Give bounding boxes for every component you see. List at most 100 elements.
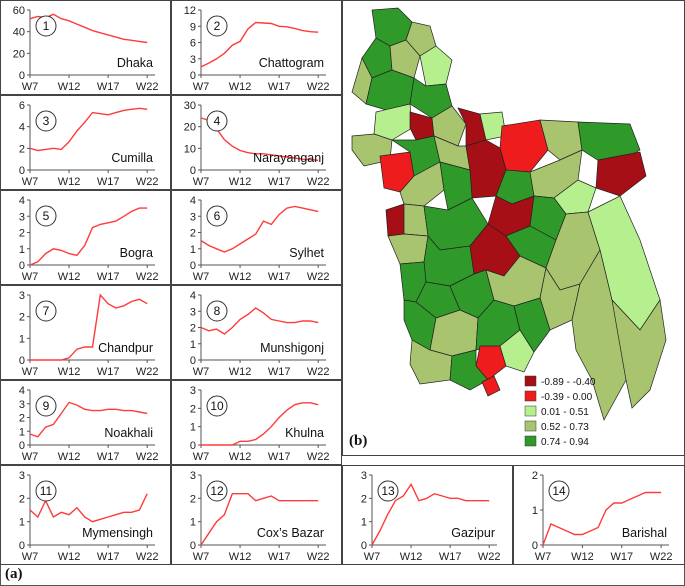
panel-number-circle <box>206 110 228 132</box>
y-tick-label: 0 <box>190 440 196 452</box>
y-tick-label: 2 <box>190 228 196 240</box>
district <box>385 203 405 237</box>
region-name: Noakhali <box>104 426 153 440</box>
y-tick-label: 1 <box>532 505 538 517</box>
legend-swatch <box>524 375 537 387</box>
panel-frame <box>0 465 171 565</box>
x-tick-label: W22 <box>136 551 159 563</box>
x-tick-label: W7 <box>193 176 210 188</box>
charts-panel-label: (a) <box>5 566 23 582</box>
panel-number-circle <box>35 110 57 132</box>
region-name: Mymensingh <box>82 526 153 540</box>
y-tick-label: 2 <box>361 493 367 505</box>
y-tick-label: 1 <box>19 426 25 438</box>
panel-number-circle <box>35 205 57 227</box>
x-tick-label: W12 <box>229 451 252 463</box>
x-tick-label: W12 <box>58 176 81 188</box>
series-line-14 <box>542 491 662 546</box>
panel-number-circle <box>206 205 228 227</box>
y-tick-label: 2 <box>190 323 196 335</box>
y-tick-label: 2 <box>532 470 538 482</box>
legend-swatch <box>524 420 537 432</box>
x-tick-label: W22 <box>650 551 673 563</box>
legend-label: 0.52 - 0.73 <box>541 422 589 433</box>
x-tick-label: W12 <box>229 176 252 188</box>
y-tick-label: 40 <box>13 27 25 39</box>
panel-frame <box>171 465 342 565</box>
x-tick-label: W12 <box>229 551 252 563</box>
x-tick-label: W12 <box>400 551 423 563</box>
x-tick-label: W22 <box>136 451 159 463</box>
panel-number: 5 <box>43 209 50 223</box>
y-tick-label: 20 <box>184 122 196 134</box>
y-tick-label: 12 <box>184 5 196 17</box>
panel-number: 12 <box>210 484 224 498</box>
map-legend: -0.89 - -0.40 -0.39 - 0.00 0.01 - 0.51 0.52… <box>524 375 596 448</box>
series-line-12 <box>200 493 319 546</box>
y-tick-label: 2 <box>19 312 25 324</box>
y-tick-label: 0 <box>19 440 25 452</box>
region-name: Bogra <box>120 246 153 260</box>
y-tick-label: 1 <box>190 517 196 529</box>
y-tick-label: 1 <box>19 517 25 529</box>
panel-1: 0 20 40 60 W7 W12 W17 W22 1 Dhaka <box>0 0 171 95</box>
y-tick-label: 3 <box>190 211 196 223</box>
panel-frame <box>513 465 685 565</box>
y-tick-label: 2 <box>190 403 196 415</box>
series-line-6 <box>200 205 319 253</box>
district-map <box>351 7 667 421</box>
x-tick-label: W17 <box>268 176 291 188</box>
panel-8: 0 1 2 3 4 W7 W12 W17 W22 8 Munshigonj <box>171 285 342 380</box>
x-tick-label: W22 <box>307 366 330 378</box>
x-tick-label: W7 <box>193 551 210 563</box>
x-tick-label: W17 <box>97 451 120 463</box>
y-tick-label: 0 <box>19 70 25 82</box>
y-tick-label: 3 <box>19 211 25 223</box>
panel-5: 0 1 2 3 4 W7 W12 W17 W22 5 Bogra <box>0 190 171 285</box>
y-tick-label: 0 <box>19 165 25 177</box>
y-tick-label: 6 <box>19 100 25 112</box>
x-tick-label: W22 <box>307 451 330 463</box>
x-tick-label: W17 <box>268 451 291 463</box>
district <box>611 298 667 409</box>
series-line-13 <box>371 482 490 546</box>
x-tick-label: W7 <box>535 551 552 563</box>
panel-number-circle <box>206 300 228 322</box>
panel-frame <box>171 380 342 465</box>
y-tick-label: 20 <box>13 48 25 60</box>
panel-frame <box>0 380 171 465</box>
y-tick-label: 1 <box>190 244 196 256</box>
panel-number: 3 <box>43 114 50 128</box>
x-tick-label: W7 <box>22 271 39 283</box>
y-tick-label: 6 <box>190 38 196 50</box>
panel-frame <box>171 190 342 285</box>
region-name: Barishal <box>622 526 667 540</box>
district <box>419 45 453 87</box>
district <box>499 329 535 373</box>
series-line-7 <box>30 293 148 361</box>
region-name: Dhaka <box>117 56 153 70</box>
x-tick-label: W12 <box>58 271 81 283</box>
region-name: Chandpur <box>98 341 153 355</box>
y-tick-label: 2 <box>19 143 25 155</box>
panel-13: 0 1 2 3 W7 W12 W17 W22 13 Gazipur <box>342 465 513 565</box>
y-tick-label: 4 <box>19 195 25 207</box>
x-tick-label: W17 <box>97 81 120 93</box>
district <box>595 151 647 197</box>
series-line-11 <box>29 493 148 523</box>
legend-swatch <box>524 390 537 402</box>
x-tick-label: W12 <box>229 366 252 378</box>
y-tick-label: 1 <box>190 422 196 434</box>
y-tick-label: 1 <box>361 517 367 529</box>
y-tick-label: 0 <box>532 540 538 552</box>
x-tick-label: W22 <box>136 271 159 283</box>
x-tick-label: W12 <box>229 271 252 283</box>
panel-6: 0 1 2 3 4 W7 W12 W17 W22 6 Sylhet <box>171 190 342 285</box>
x-tick-label: W12 <box>58 366 81 378</box>
x-tick-label: W17 <box>268 551 291 563</box>
panel-9: 0 12 3 4 W7 W12 W17 W22 9 Noakhali <box>0 380 171 465</box>
x-tick-label: W7 <box>22 81 39 93</box>
x-tick-label: W17 <box>610 551 633 563</box>
y-tick-label: 2 <box>19 228 25 240</box>
district <box>481 375 501 397</box>
